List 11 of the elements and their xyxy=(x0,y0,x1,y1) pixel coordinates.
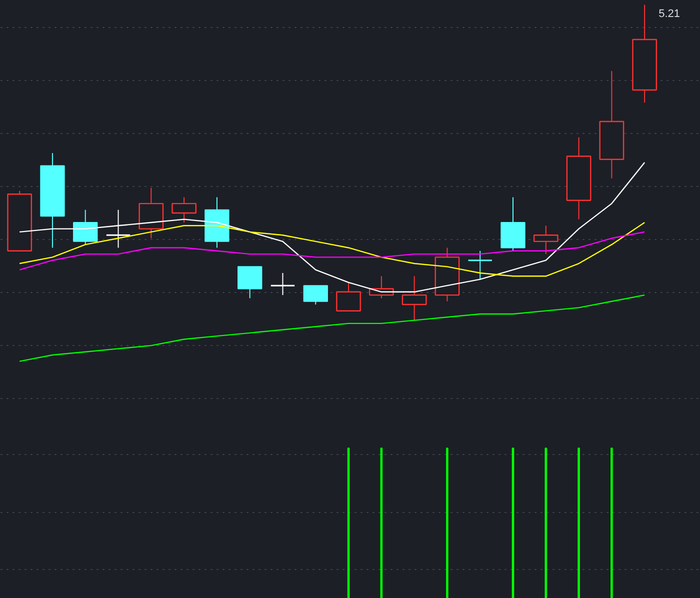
candlestick xyxy=(73,209,98,246)
annotation: 5.21 xyxy=(658,8,680,20)
candlestick xyxy=(336,282,361,312)
candlestick xyxy=(303,285,328,306)
candlestick xyxy=(172,196,196,223)
candlestick xyxy=(106,209,131,248)
candlestick xyxy=(270,272,296,296)
candlestick xyxy=(238,266,262,299)
candlestick xyxy=(468,250,493,280)
candlestick xyxy=(402,276,427,321)
candlestick xyxy=(533,225,558,255)
